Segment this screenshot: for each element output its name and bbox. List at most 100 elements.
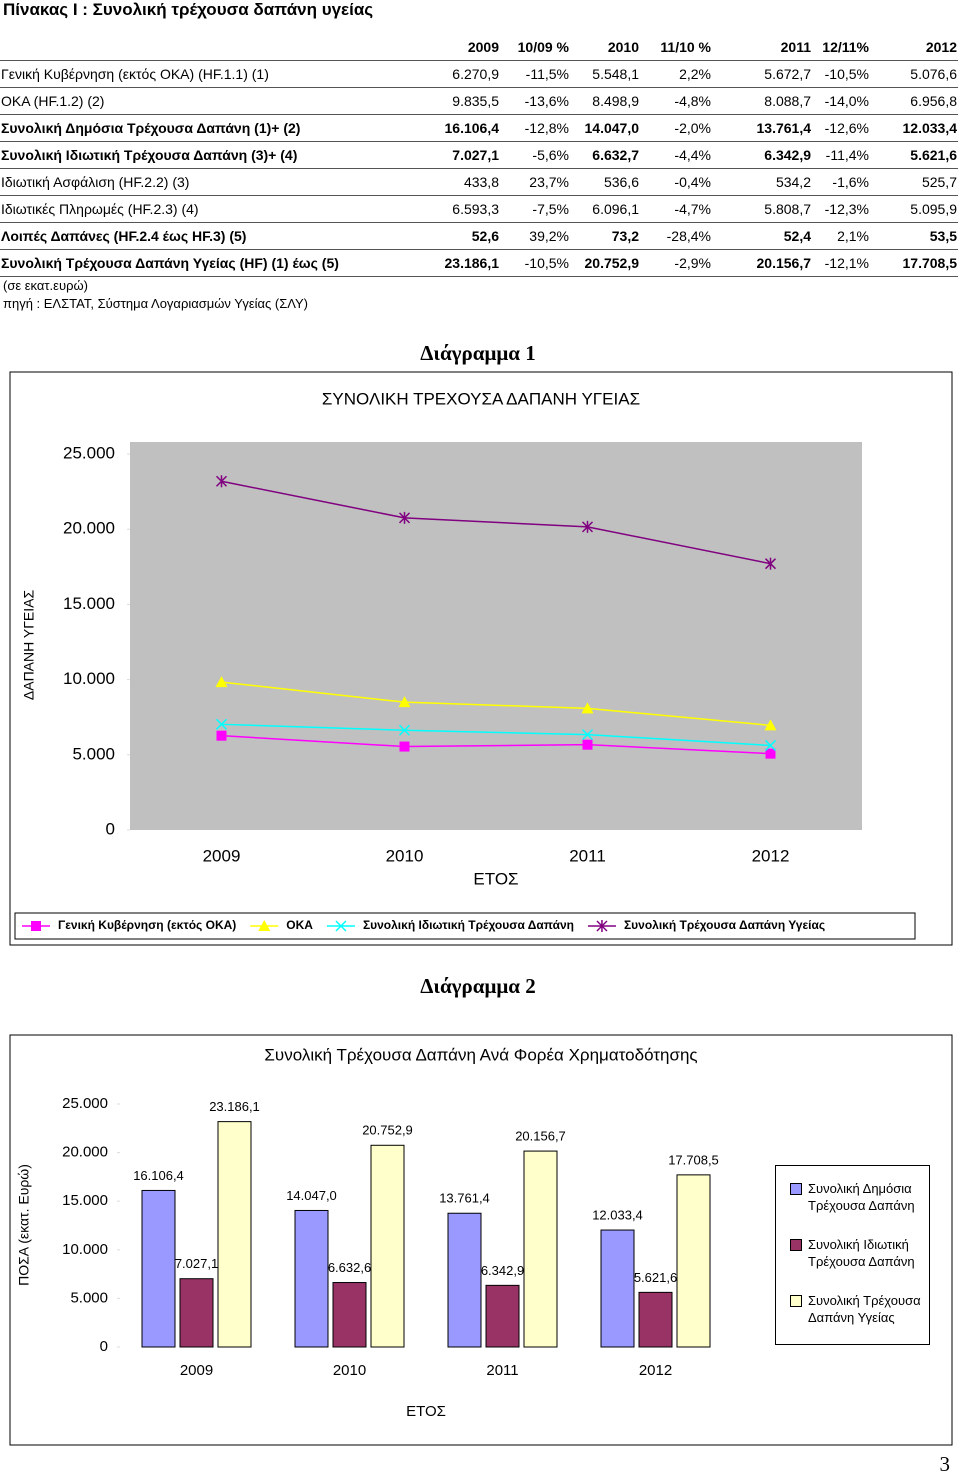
marker [764, 739, 777, 751]
marker [398, 724, 411, 736]
bar [332, 1282, 367, 1348]
marker-stroke [335, 920, 347, 932]
table-row: Γενική Κυβέρνηση (εκτός ΟΚΑ) (HF.1.1) (1… [0, 61, 958, 88]
row-label: Γενική Κυβέρνηση (εκτός ΟΚΑ) (HF.1.1) (1… [1, 66, 269, 82]
value-label: 6.342,9 [481, 1263, 524, 1278]
chart-heading: Διάγραμμα 2 [420, 974, 535, 998]
cell: -11,5% [525, 66, 569, 82]
y-tick-label: 20.000 [63, 519, 115, 538]
marker [335, 920, 347, 932]
value-label: 12.033,4 [592, 1207, 643, 1222]
doc-title: Πίνακας Ι : Συνολική τρέχουσα δαπάνη υγε… [3, 0, 374, 19]
legend-swatch [790, 1183, 802, 1195]
marker [258, 920, 271, 931]
cell: -28,4% [666, 228, 711, 244]
marker [399, 741, 410, 752]
marker [582, 739, 593, 750]
series-line [221, 480, 771, 565]
value-label: 7.027,1 [175, 1256, 218, 1271]
row-label: ΟΚΑ (HF.1.2) (2) [1, 93, 105, 109]
plot-area [130, 442, 862, 830]
cell: -1,6% [832, 174, 869, 190]
y-tick-label: 15.000 [63, 594, 115, 613]
legend-item: Συνολική Δημόσια Τρέχουσα Δαπάνη [790, 1180, 923, 1214]
cell: 16.106,4 [444, 120, 500, 136]
legend-item: Συνολική Ιδιωτική Τρέχουσα Δαπάνη [790, 1236, 923, 1270]
cell: -4,4% [674, 147, 711, 163]
bar [523, 1150, 558, 1348]
chart-title: ΣΥΝΟΛΙΚΗ ΤΡΕΧΟΥΣΑ ΔΑΠΑΝΗ ΥΓΕΙΑΣ [322, 389, 640, 408]
cell: -5,6% [532, 147, 569, 163]
cell: 23,7% [529, 174, 569, 190]
cell: 23.186,1 [444, 255, 500, 271]
cell: 20.156,7 [756, 255, 812, 271]
marker-shape [764, 719, 777, 731]
x-tick-label: 2012 [639, 1362, 672, 1379]
marker [581, 702, 594, 714]
cell: 5.808,7 [764, 201, 811, 217]
bar [676, 1174, 711, 1348]
y-tick-label: 25.000 [62, 1095, 108, 1112]
legend-label: Συνολική Ιδιωτική Τρέχουσα Δαπάνη [363, 918, 574, 932]
marker [216, 730, 227, 741]
bar [638, 1291, 673, 1348]
bar [600, 1229, 635, 1348]
header-cell: 11/10 % [660, 39, 711, 55]
legend-label: ΟΚΑ [286, 918, 313, 932]
value-label: 14.047,0 [286, 1188, 337, 1203]
marker [764, 557, 777, 570]
y-tick-label: 15.000 [62, 1192, 108, 1209]
y-tick-label: 5.000 [70, 1289, 108, 1306]
cell: 20.752,9 [584, 255, 640, 271]
header-cell: 2011 [780, 39, 811, 55]
legend-label: Συνολική Δημόσια Τρέχουσα Δαπάνη [808, 1181, 915, 1213]
bar [179, 1278, 214, 1348]
legend-item: Συνολική Τρέχουσα Δαπάνη Υγείας [790, 1292, 923, 1326]
y-axis-title: ΠΟΣΑ (εκατ. Ευρώ) [16, 1164, 32, 1286]
marker [581, 520, 594, 533]
marker [764, 719, 777, 731]
value-label: 23.186,1 [209, 1099, 260, 1114]
chart-title: Συνολική Τρέχουσα Δαπάνη Ανά Φορέα Χρημα… [264, 1045, 697, 1064]
cell: 52,4 [783, 228, 811, 244]
x-tick-label: 2011 [486, 1362, 518, 1379]
series-line [221, 723, 771, 747]
table-row: Ιδιωτικές Πληρωμές (HF.2.3) (4) 6.593,3 -7… [0, 196, 958, 223]
cell: 536,6 [603, 174, 639, 190]
cell: 6.956,8 [910, 93, 957, 109]
marker [215, 676, 228, 688]
legend-label: Συνολική Ιδιωτική Τρέχουσα Δαπάνη [808, 1237, 915, 1269]
cell: -10,5% [824, 66, 869, 82]
cell: -4,7% [674, 201, 711, 217]
cell: 12.033,4 [902, 120, 958, 136]
value-label: 20.156,7 [515, 1129, 566, 1144]
cell: 8.498,9 [592, 93, 639, 109]
marker-stroke [215, 718, 228, 730]
bar [141, 1189, 176, 1348]
marker-shape [31, 921, 41, 931]
bar [485, 1284, 520, 1348]
header-cell: 2010 [607, 39, 639, 55]
cell: 6.593,3 [452, 201, 499, 217]
x-tick-label: 2010 [386, 846, 424, 865]
row-label: Συνολική Ιδιωτική Τρέχουσα Δαπάνη (3)+ (… [1, 147, 298, 163]
marker [765, 748, 776, 759]
cell: -12,3% [824, 201, 869, 217]
cell: -10,5% [524, 255, 569, 271]
marker [215, 475, 228, 488]
y-tick-label: 25.000 [63, 443, 115, 462]
marker-shape [399, 741, 410, 752]
x-tick-label: 2010 [333, 1362, 366, 1379]
series-line [221, 681, 771, 727]
header-cell: 2012 [925, 39, 957, 55]
legend-label: Γενική Κυβέρνηση (εκτός ΟΚΑ) [58, 918, 236, 932]
marker-shape [765, 748, 776, 759]
value-label: 16.106,4 [133, 1168, 184, 1183]
cell: 8.088,7 [764, 93, 811, 109]
cell: 5.621,6 [910, 147, 957, 163]
marker-stroke [398, 724, 411, 736]
marker [398, 696, 411, 708]
cell: 5.076,6 [910, 66, 957, 82]
